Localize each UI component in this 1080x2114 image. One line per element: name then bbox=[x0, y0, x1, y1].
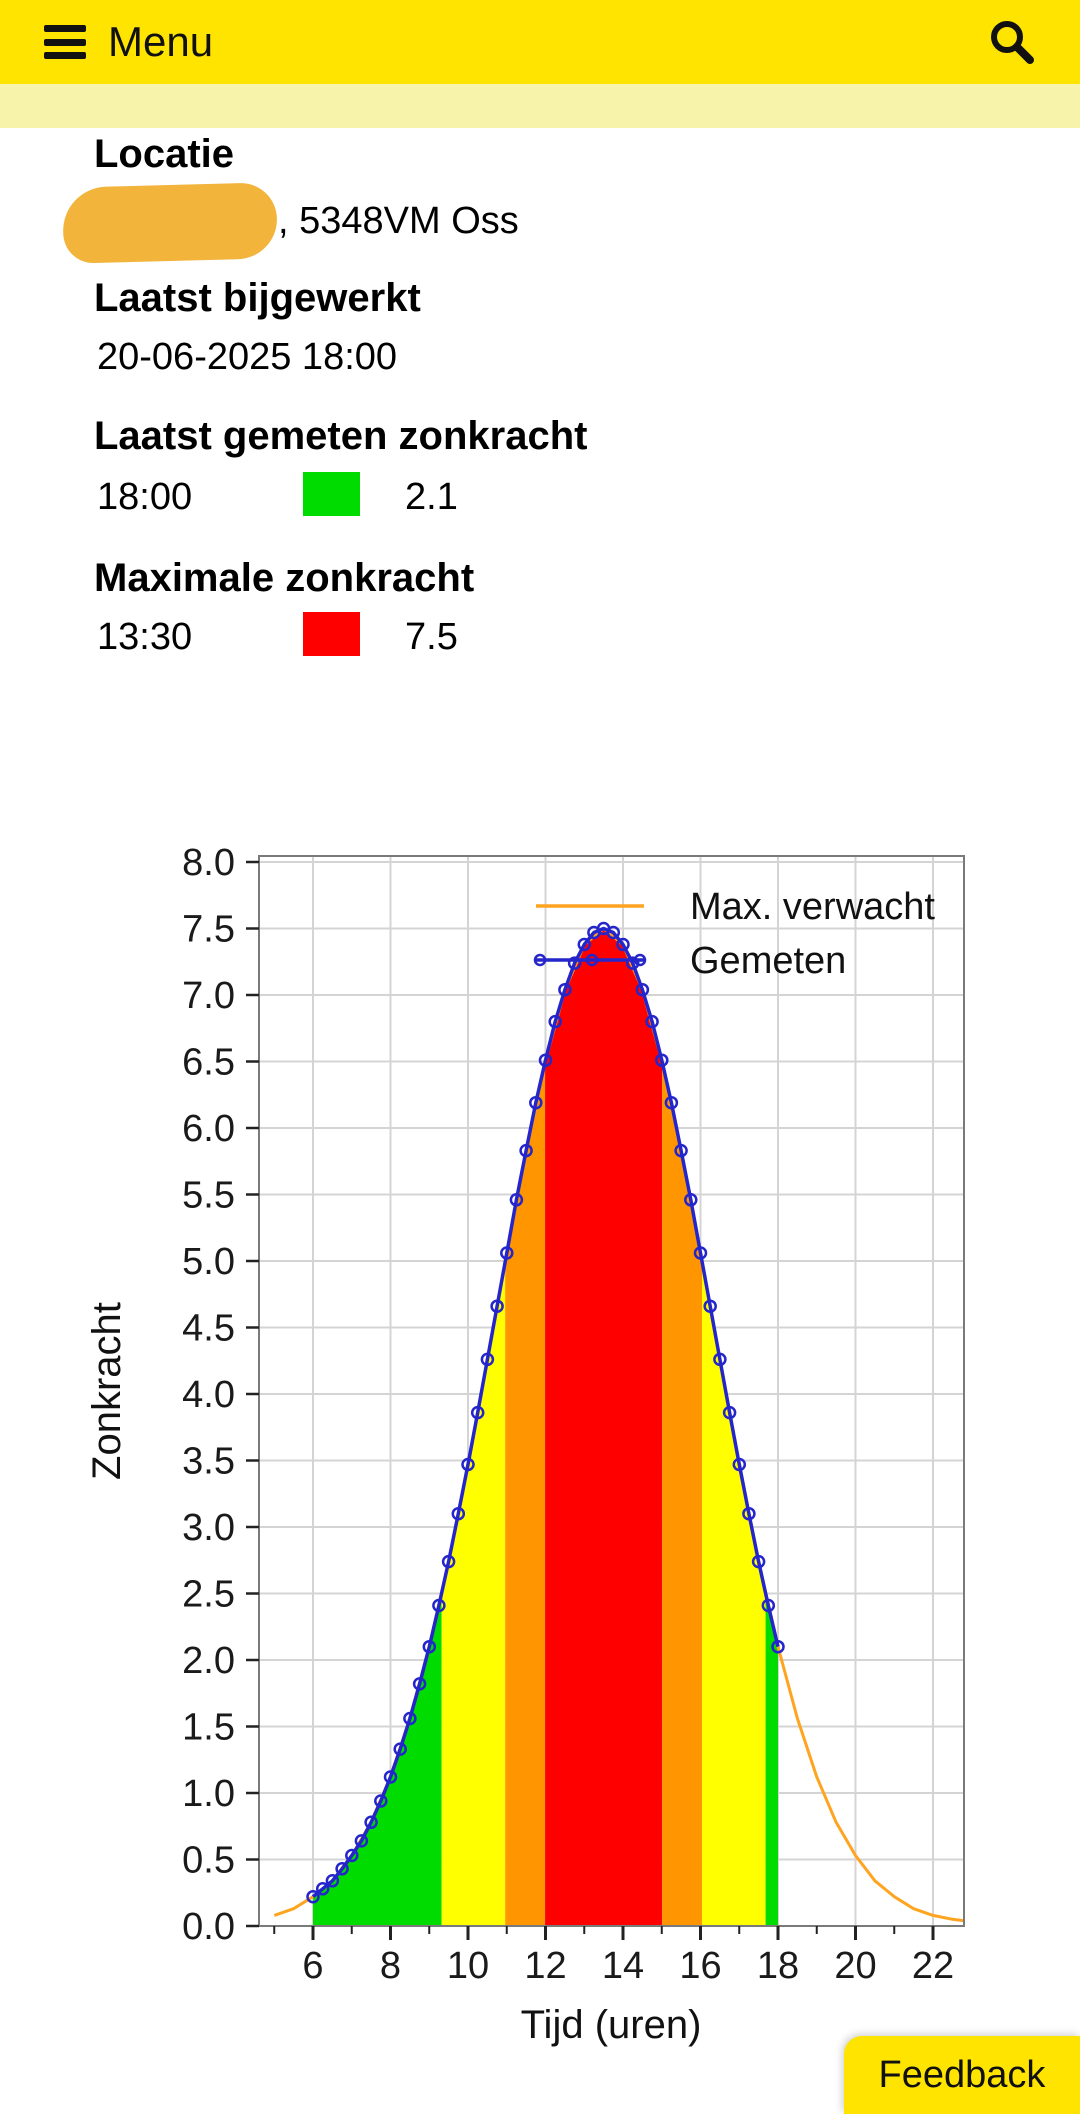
chart-legend: Max. verwacht Gemeten bbox=[533, 886, 935, 982]
gemeten-markers bbox=[306, 921, 785, 1904]
y-tick-labels: 0.0 0.5 1.0 1.5 2.0 2.5 3.0 3.5 4.0 4.5 5.0 5.5 6.0 6… bbox=[182, 842, 235, 1948]
svg-text:Gemeten: Gemeten bbox=[690, 940, 846, 982]
zonkracht-chart: 6 8 10 12 14 16 18 20 22 0.0 0.5 1.0 1.5 2.0 2.5 3.0 3.5… bbox=[85, 842, 965, 2047]
gemeten-line bbox=[311, 926, 780, 1899]
svg-text:4.0: 4.0 bbox=[182, 1374, 235, 1416]
svg-text:18: 18 bbox=[757, 1945, 799, 1987]
svg-text:14: 14 bbox=[602, 1945, 644, 1987]
svg-text:2.5: 2.5 bbox=[182, 1574, 235, 1616]
plot-border bbox=[258, 855, 965, 1927]
menu-button[interactable]: Menu bbox=[108, 18, 214, 65]
last-measured-time: 18:00 bbox=[97, 476, 193, 518]
svg-text:Max. verwacht: Max. verwacht bbox=[690, 886, 935, 928]
svg-text:6.0: 6.0 bbox=[182, 1108, 235, 1150]
hamburger-bar bbox=[44, 38, 86, 46]
x-tick-labels: 6 8 10 12 14 16 18 20 22 bbox=[302, 1945, 954, 1987]
svg-text:5.0: 5.0 bbox=[182, 1241, 235, 1283]
address-text: , 5348VM Oss bbox=[278, 200, 519, 242]
search-icon[interactable] bbox=[984, 14, 1040, 70]
hamburger-menu-icon[interactable] bbox=[44, 25, 86, 59]
svg-text:0.0: 0.0 bbox=[182, 1906, 235, 1948]
feedback-button[interactable]: Feedback bbox=[844, 2036, 1080, 2114]
svg-text:1.0: 1.0 bbox=[182, 1773, 235, 1815]
svg-text:6.5: 6.5 bbox=[182, 1042, 235, 1084]
svg-text:12: 12 bbox=[524, 1945, 566, 1987]
svg-text:16: 16 bbox=[679, 1945, 721, 1987]
svg-text:20: 20 bbox=[834, 1945, 876, 1987]
max-value: 7.5 bbox=[405, 616, 458, 658]
svg-text:8.0: 8.0 bbox=[182, 842, 235, 884]
svg-text:5.5: 5.5 bbox=[182, 1175, 235, 1217]
svg-text:0.5: 0.5 bbox=[182, 1840, 235, 1882]
axis-ticks bbox=[246, 860, 935, 1940]
svg-text:4.5: 4.5 bbox=[182, 1308, 235, 1350]
location-heading: Locatie bbox=[94, 132, 235, 176]
max-time: 13:30 bbox=[97, 616, 193, 658]
max-swatch bbox=[303, 612, 360, 656]
svg-text:3.5: 3.5 bbox=[182, 1441, 235, 1483]
y-axis-title: Zonkracht bbox=[85, 1302, 129, 1480]
svg-text:10: 10 bbox=[447, 1945, 489, 1987]
app-header: Menu bbox=[0, 0, 1080, 84]
uv-color-bands bbox=[313, 928, 778, 1926]
address-redaction-blob bbox=[62, 182, 278, 264]
header-substrip bbox=[0, 84, 1080, 128]
svg-text:7.5: 7.5 bbox=[182, 909, 235, 951]
svg-text:6: 6 bbox=[302, 1945, 323, 1987]
hamburger-bar bbox=[44, 52, 86, 59]
svg-text:8: 8 bbox=[380, 1945, 401, 1987]
max-heading: Maximale zonkracht bbox=[94, 556, 475, 600]
hamburger-bar bbox=[44, 25, 86, 32]
last-measured-heading: Laatst gemeten zonkracht bbox=[94, 414, 588, 458]
last-updated-value: 20-06-2025 18:00 bbox=[97, 336, 398, 378]
svg-text:7.0: 7.0 bbox=[182, 975, 235, 1017]
last-updated-heading: Laatst bijgewerkt bbox=[94, 276, 421, 320]
svg-text:22: 22 bbox=[912, 1945, 954, 1987]
svg-text:2.0: 2.0 bbox=[182, 1640, 235, 1682]
last-measured-value: 2.1 bbox=[405, 476, 458, 518]
x-axis-title: Tijd (uren) bbox=[521, 2003, 702, 2047]
last-measured-swatch bbox=[303, 472, 360, 516]
svg-text:1.5: 1.5 bbox=[182, 1707, 235, 1749]
svg-text:3.0: 3.0 bbox=[182, 1507, 235, 1549]
